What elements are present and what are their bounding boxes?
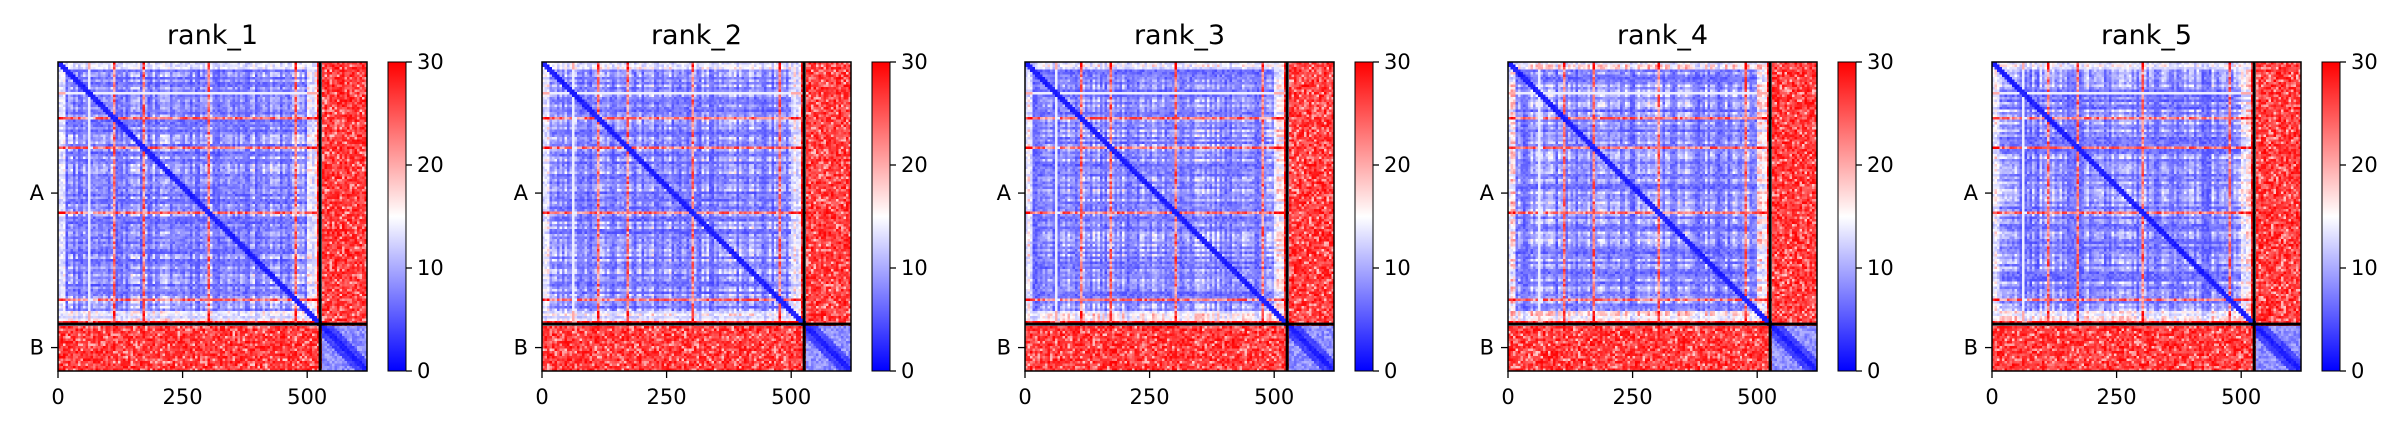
x-tick-label: 0: [51, 385, 64, 409]
chain-label: B: [997, 336, 1011, 360]
x-tick-label: 500: [1737, 385, 1777, 409]
pae-matrix-image: [1508, 62, 1817, 371]
colorbar-tick-label: 0: [2351, 359, 2364, 383]
colorbar-tick-label: 0: [1384, 359, 1397, 383]
chain-label: A: [1480, 181, 1495, 205]
heatmap-panel-4: rank_4 0 250 500 A B 0 10 20 30: [1480, 20, 1894, 409]
colorbar-tick-label: 10: [417, 256, 444, 280]
colorbar: [1354, 61, 1374, 372]
colorbar: [871, 61, 891, 372]
chain-label: B: [30, 336, 44, 360]
colorbar-tick-label: 0: [1867, 359, 1880, 383]
x-tick-label: 0: [535, 385, 548, 409]
x-tick-label: 500: [287, 385, 327, 409]
colorbar-tick-label: 20: [2351, 153, 2378, 177]
pae-matrix-image: [542, 62, 851, 371]
panel-title: rank_3: [1134, 20, 1225, 51]
x-tick-label: 250: [163, 385, 203, 409]
x-tick-label: 250: [1613, 385, 1653, 409]
heatmap-panel-5: rank_5 0 250 500 A B 0 10 20 30: [1964, 20, 2378, 409]
chain-label: A: [997, 181, 1012, 205]
x-tick-label: 0: [1501, 385, 1514, 409]
colorbar-tick-label: 0: [901, 359, 914, 383]
chain-label: B: [1480, 336, 1494, 360]
x-tick-label: 250: [2097, 385, 2137, 409]
x-tick-label: 500: [2221, 385, 2261, 409]
plot-frame: [57, 61, 368, 372]
colorbar-tick-label: 20: [901, 153, 928, 177]
colorbar-tick-label: 30: [2351, 50, 2378, 74]
colorbar-tick-label: 20: [417, 153, 444, 177]
colorbar: [387, 61, 407, 372]
heatmap-panel-3: rank_3 0 250 500 A B 0 10 20 30: [997, 20, 1411, 409]
colorbar-tick-label: 30: [1384, 50, 1411, 74]
plot-frame: [1507, 61, 1818, 372]
x-tick-label: 250: [1130, 385, 1170, 409]
panel-title: rank_2: [651, 20, 742, 51]
heatmap-panel-2: rank_2 0 250 500 A B 0 10 20 30: [514, 20, 928, 409]
colorbar-tick-label: 10: [1384, 256, 1411, 280]
x-tick-label: 500: [1254, 385, 1294, 409]
colorbar-tick-label: 30: [901, 50, 928, 74]
colorbar-tick-label: 20: [1384, 153, 1411, 177]
heatmap-panel-1: rank_1 0 250 500 A B 0 10 20 30: [30, 20, 444, 409]
panel-title: rank_5: [2101, 20, 2192, 51]
chain-label: A: [30, 181, 45, 205]
chain-label: B: [1964, 336, 1978, 360]
chain-label: B: [514, 336, 528, 360]
x-tick-label: 0: [1985, 385, 1998, 409]
x-tick-label: 500: [771, 385, 811, 409]
colorbar-tick-label: 30: [1867, 50, 1894, 74]
colorbar-tick-label: 10: [2351, 256, 2378, 280]
pae-matrix-image: [1025, 62, 1334, 371]
plot-frame: [1991, 61, 2302, 372]
x-tick-label: 250: [647, 385, 687, 409]
pae-matrix-image: [58, 62, 367, 371]
panel-title: rank_4: [1617, 20, 1708, 51]
colorbar-tick-label: 20: [1867, 153, 1894, 177]
colorbar: [1837, 61, 1857, 372]
x-tick-label: 0: [1018, 385, 1031, 409]
chain-label: A: [1964, 181, 1979, 205]
pae-matrix-image: [1992, 62, 2301, 371]
colorbar-tick-label: 30: [417, 50, 444, 74]
plot-frame: [541, 61, 852, 372]
panel-title: rank_1: [167, 20, 258, 51]
colorbar-tick-label: 10: [901, 256, 928, 280]
plot-frame: [1024, 61, 1335, 372]
colorbar-tick-label: 0: [417, 359, 430, 383]
colorbar-tick-label: 10: [1867, 256, 1894, 280]
chain-label: A: [514, 181, 529, 205]
colorbar: [2321, 61, 2341, 372]
